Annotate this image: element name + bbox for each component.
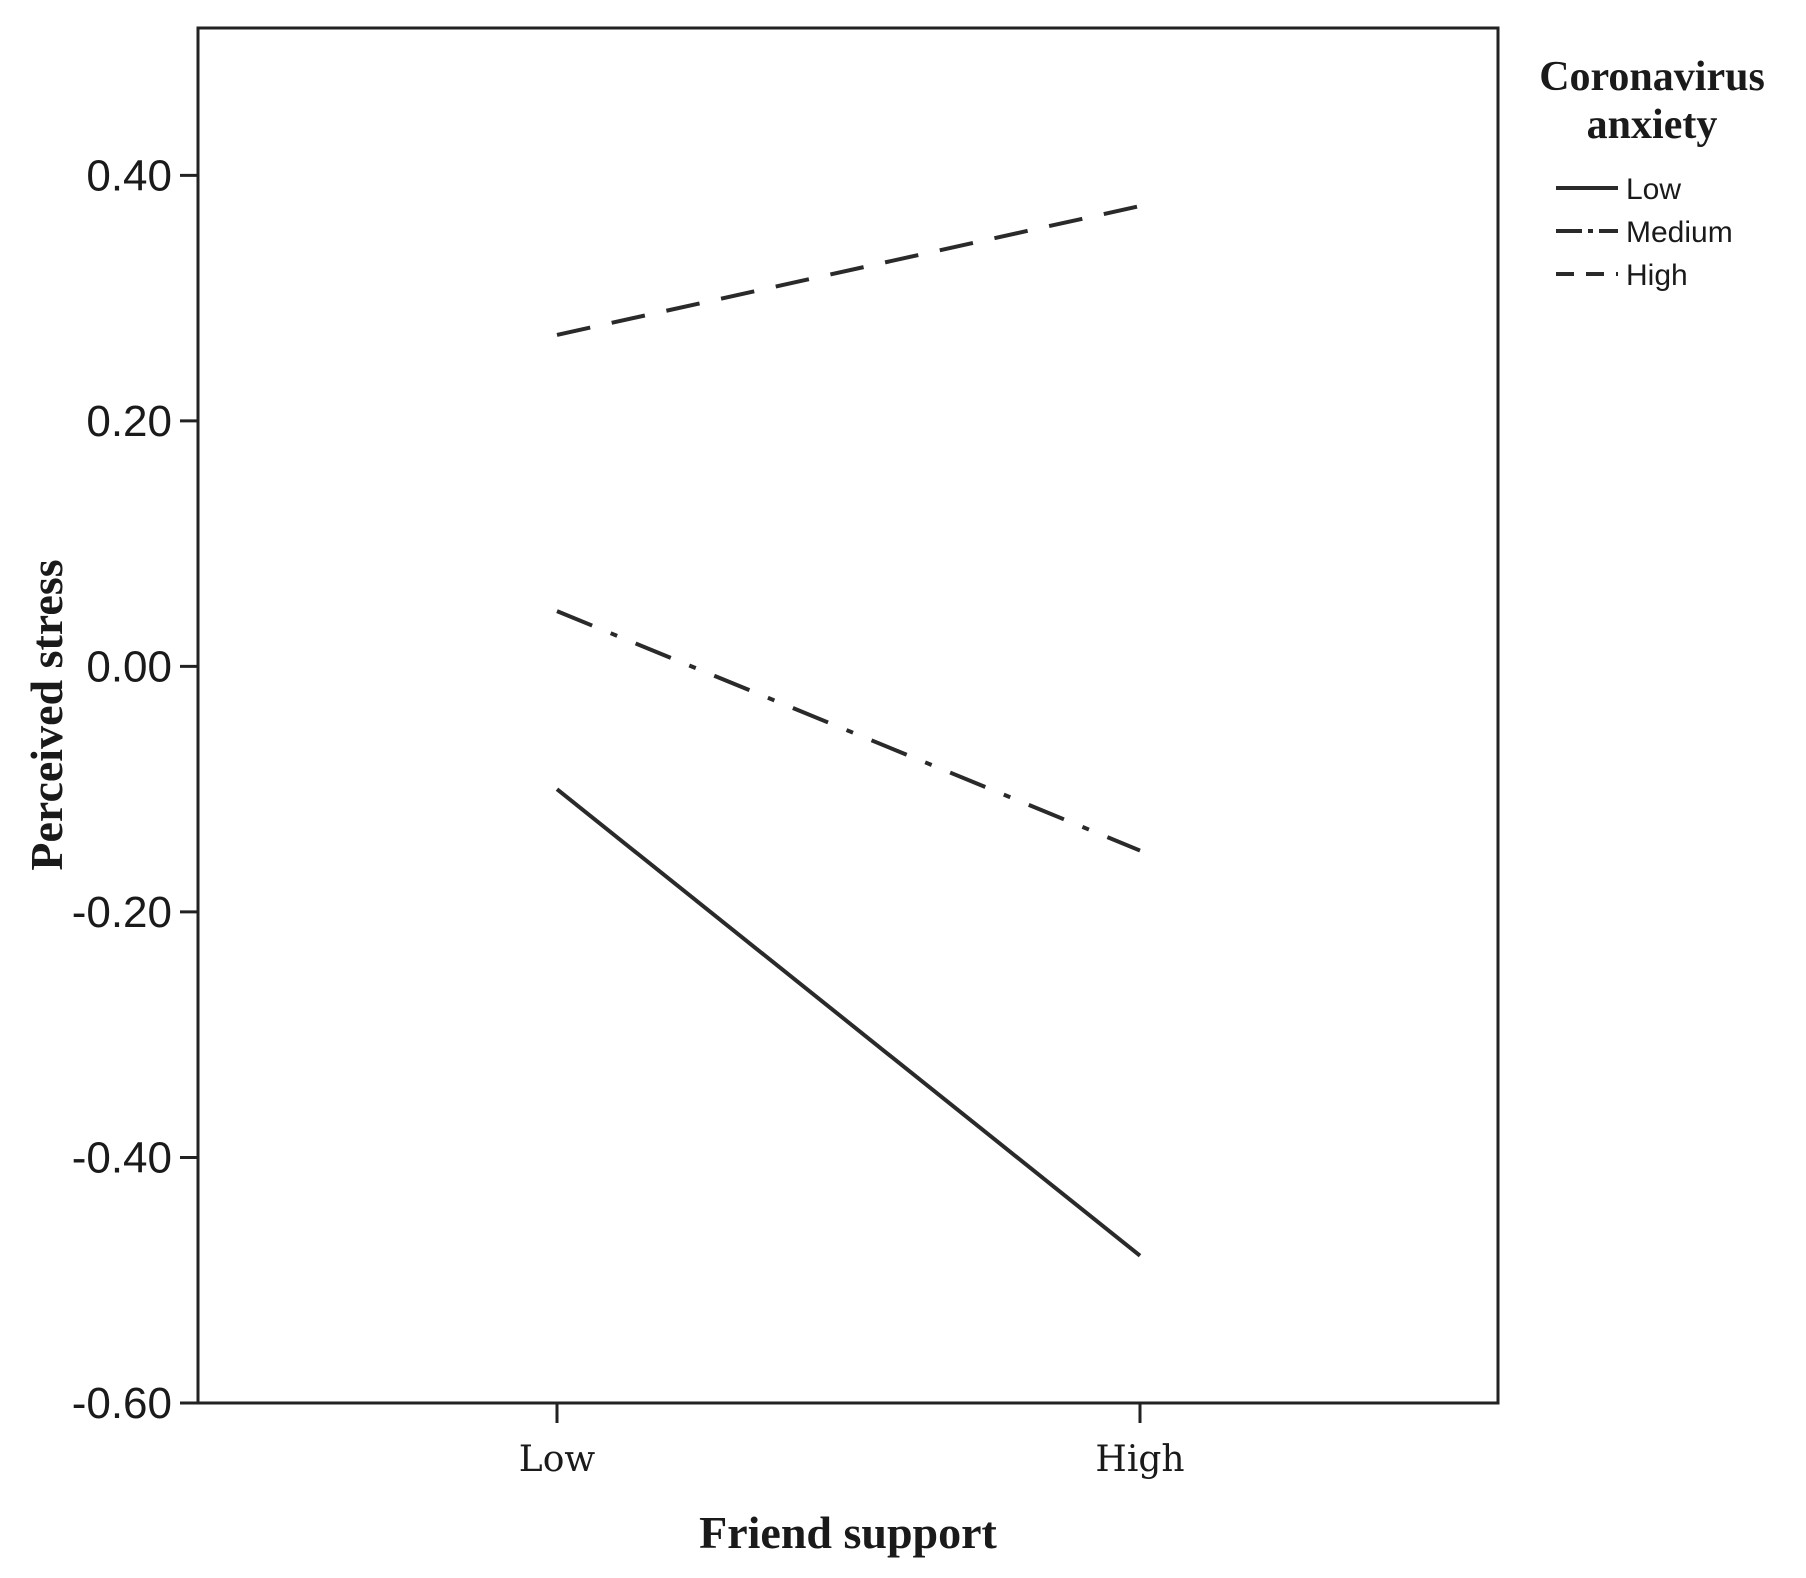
y-tick-label-0: 0.40 (86, 151, 172, 200)
legend-title-line-1: Coronavirus (1539, 54, 1765, 100)
series-line-high (556, 204, 1141, 337)
legend: Coronavirus anxiety Low Medium High (1539, 54, 1765, 292)
series-lines (555, 204, 1142, 1258)
y-tick-label-2: 0.00 (86, 642, 172, 691)
x-tick-label-1: High (1095, 1439, 1184, 1480)
legend-label-high: High (1626, 259, 1688, 292)
y-tick-label-1: 0.20 (86, 397, 172, 446)
legend-label-low: Low (1626, 173, 1681, 206)
legend-title-line-2: anxiety (1587, 102, 1718, 148)
y-axis: 0.40 0.20 0.00 -0.20 -0.40 -0.60 (72, 151, 198, 1428)
series-line-medium (556, 609, 1141, 853)
y-tick-label-3: -0.20 (72, 888, 172, 937)
x-tick-label-0: Low (519, 1439, 596, 1480)
plot-frame (196, 26, 1500, 1405)
x-axis-title: Friend support (699, 1507, 997, 1558)
x-axis: Low High (519, 1403, 1185, 1480)
y-tick-label-4: -0.40 (72, 1133, 172, 1182)
y-axis-title: Perceived stress (21, 559, 72, 870)
legend-label-medium: Medium (1626, 216, 1733, 249)
series-line-low (555, 787, 1142, 1258)
y-tick-label-5: -0.60 (72, 1379, 172, 1428)
